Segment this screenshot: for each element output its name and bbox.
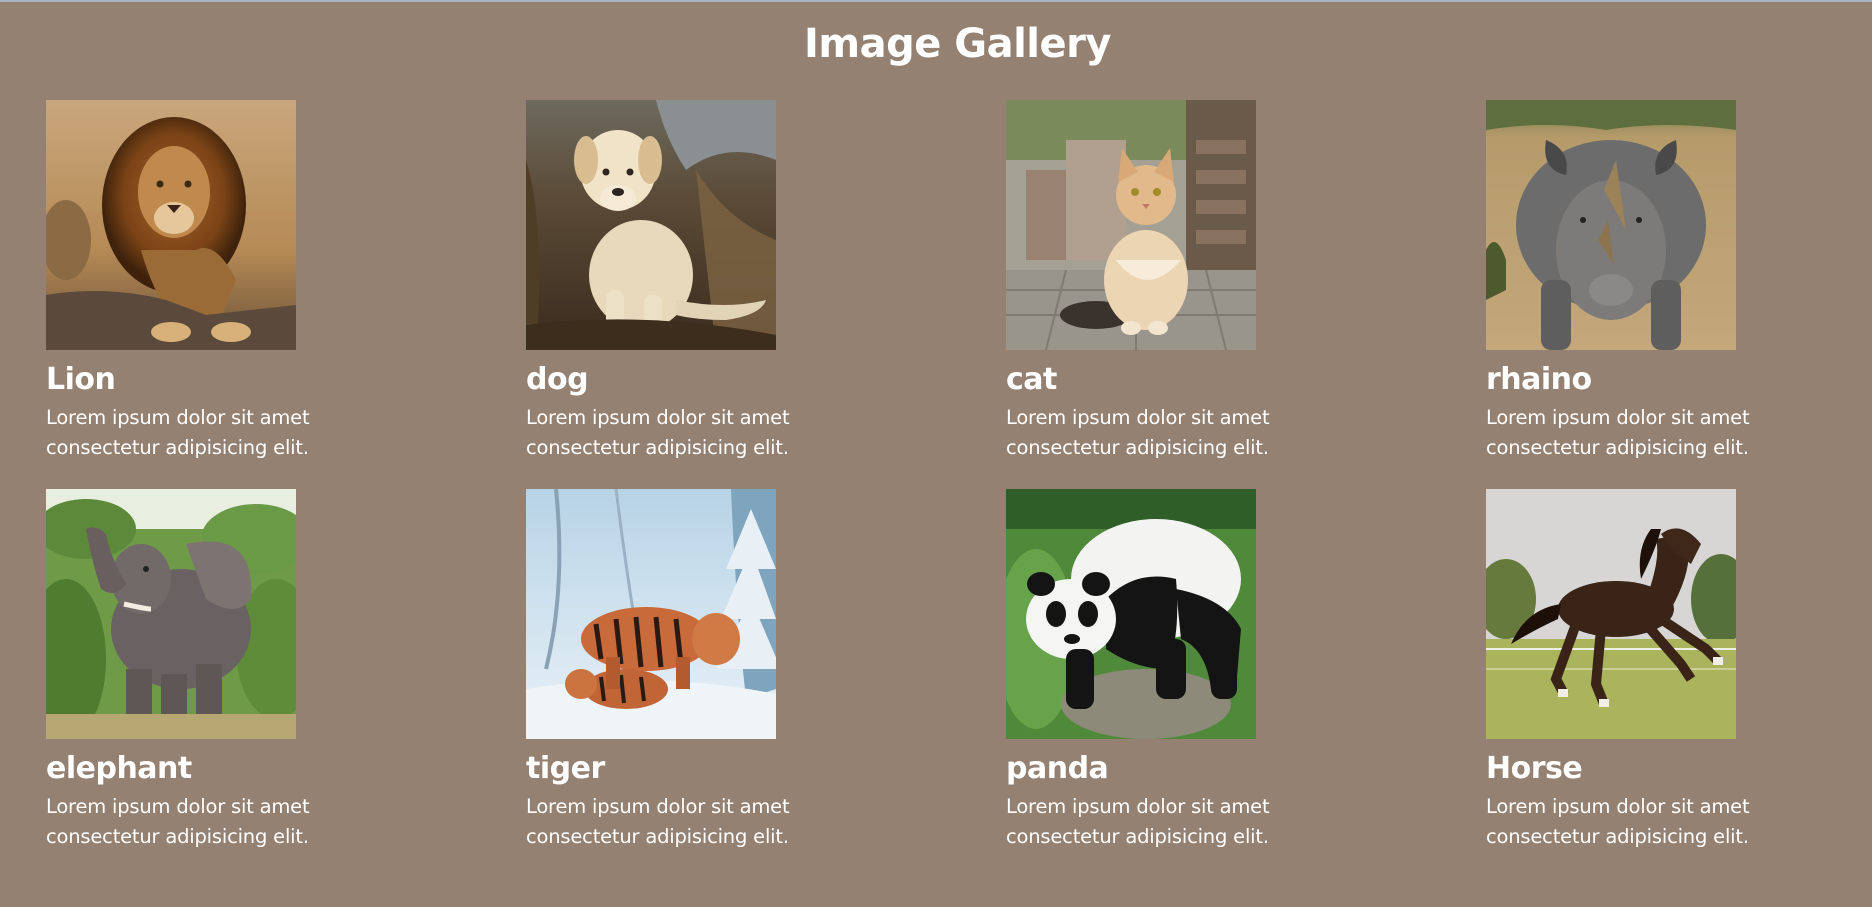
gallery-card-lion: Lion Lorem ipsum dolor sit amet consecte… [46,100,526,489]
card-description: Lorem ipsum dolor sit amet consectetur a… [526,795,790,848]
card-title: elephant [46,751,192,786]
gallery-grid: Lion Lorem ipsum dolor sit amet consecte… [46,100,1872,878]
card-title: Horse [1486,751,1583,786]
card-title: dog [526,362,589,397]
card-description: Lorem ipsum dolor sit amet consectetur a… [1006,406,1270,459]
panda-image[interactable] [1006,489,1256,739]
gallery-card-horse: Horse Lorem ipsum dolor sit amet consect… [1486,489,1872,878]
elephant-image[interactable] [46,489,296,739]
card-title: tiger [526,751,605,786]
card-title: cat [1006,362,1057,397]
page-title: Image Gallery [804,21,1111,67]
card-description: Lorem ipsum dolor sit amet consectetur a… [1486,795,1750,848]
top-border [0,0,1872,2]
card-description: Lorem ipsum dolor sit amet consectetur a… [1486,406,1750,459]
card-title: rhaino [1486,362,1592,397]
gallery-card-dog: dog Lorem ipsum dolor sit amet consectet… [526,100,1006,489]
rhino-image[interactable] [1486,100,1736,350]
tiger-image[interactable] [526,489,776,739]
horse-image[interactable] [1486,489,1736,739]
gallery-card-rhaino: rhaino Lorem ipsum dolor sit amet consec… [1486,100,1872,489]
gallery-card-cat: cat Lorem ipsum dolor sit amet consectet… [1006,100,1486,489]
card-description: Lorem ipsum dolor sit amet consectetur a… [1006,795,1270,848]
card-description: Lorem ipsum dolor sit amet consectetur a… [46,406,310,459]
card-description: Lorem ipsum dolor sit amet consectetur a… [526,406,790,459]
card-description: Lorem ipsum dolor sit amet consectetur a… [46,795,310,848]
card-title: panda [1006,751,1109,786]
card-title: Lion [46,362,116,397]
dog-image[interactable] [526,100,776,350]
gallery-card-elephant: elephant Lorem ipsum dolor sit amet cons… [46,489,526,878]
cat-image[interactable] [1006,100,1256,350]
gallery-card-tiger: tiger Lorem ipsum dolor sit amet consect… [526,489,1006,878]
lion-image[interactable] [46,100,296,350]
gallery-card-panda: panda Lorem ipsum dolor sit amet consect… [1006,489,1486,878]
